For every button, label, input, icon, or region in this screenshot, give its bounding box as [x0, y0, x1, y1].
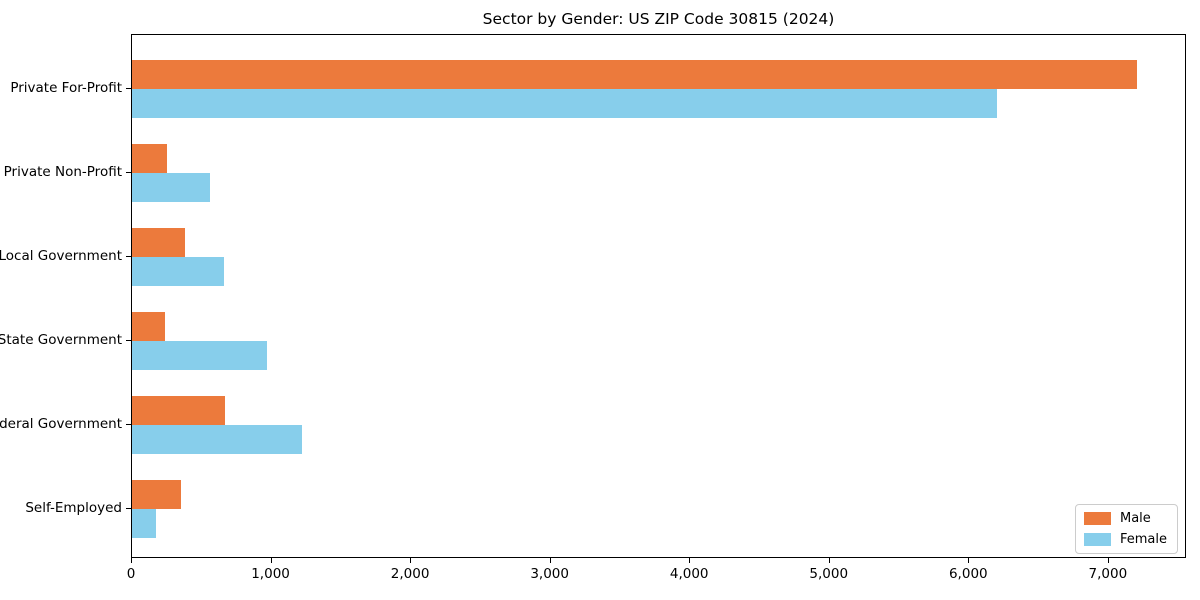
y-axis-tick	[126, 423, 131, 425]
legend-swatch-female	[1083, 533, 1111, 546]
bar-male-state-government	[132, 312, 166, 341]
y-axis-tick	[126, 255, 131, 257]
y-axis-tick	[126, 339, 131, 341]
plot-area: Male Female	[131, 34, 1186, 558]
bar-female-local-government	[132, 257, 225, 286]
x-axis-tick	[410, 558, 412, 563]
legend-label-male: Male	[1119, 511, 1151, 526]
y-axis-category-label: State Government	[0, 332, 122, 348]
legend-row-female: Female	[1083, 532, 1167, 547]
bar-male-private-non-profit	[132, 144, 167, 173]
legend-label-female: Female	[1119, 532, 1167, 547]
x-axis-tick	[828, 558, 830, 563]
x-axis-tick-label: 5,000	[809, 566, 849, 582]
legend-row-male: Male	[1083, 511, 1167, 526]
bar-female-self-employed	[132, 509, 156, 538]
x-axis-tick-label: 2,000	[390, 566, 430, 582]
x-axis-tick	[1107, 558, 1110, 563]
x-axis-tick-label: 0	[126, 566, 136, 582]
x-axis-tick-label: 7,000	[1088, 566, 1128, 582]
y-axis-tick	[126, 171, 131, 173]
x-axis-tick	[689, 558, 691, 563]
x-axis-tick	[131, 558, 133, 563]
y-axis-category-label: Local Government	[0, 248, 122, 264]
y-axis-tick	[126, 507, 131, 509]
x-axis-tick-label: 1,000	[251, 566, 290, 582]
bar-female-private-for-profit	[132, 89, 998, 118]
y-axis-category-label: Self-Employed	[25, 500, 122, 516]
chart-title: Sector by Gender: US ZIP Code 30815 (202…	[482, 10, 835, 28]
x-axis-tick-label: 4,000	[669, 566, 709, 582]
bar-male-self-employed	[132, 480, 181, 509]
y-axis-category-label: Federal Government	[0, 416, 122, 432]
bar-male-local-government	[132, 228, 186, 257]
y-axis-category-label: Private Non-Profit	[3, 164, 122, 180]
x-axis-tick-label: 6,000	[948, 566, 988, 582]
y-axis-category-label: Private For-Profit	[10, 80, 122, 96]
x-axis-tick-label: 3,000	[530, 566, 569, 582]
bar-female-private-non-profit	[132, 173, 211, 202]
x-axis-tick	[968, 558, 970, 563]
x-axis-tick	[270, 558, 272, 563]
bar-female-state-government	[132, 341, 268, 370]
bar-female-federal-government	[132, 425, 303, 454]
bar-male-private-for-profit	[132, 60, 1137, 89]
legend: Male Female	[1074, 504, 1178, 554]
x-axis-tick	[549, 558, 551, 563]
bar-male-federal-government	[132, 396, 226, 425]
y-axis-tick	[126, 87, 131, 89]
legend-swatch-male	[1083, 512, 1111, 525]
